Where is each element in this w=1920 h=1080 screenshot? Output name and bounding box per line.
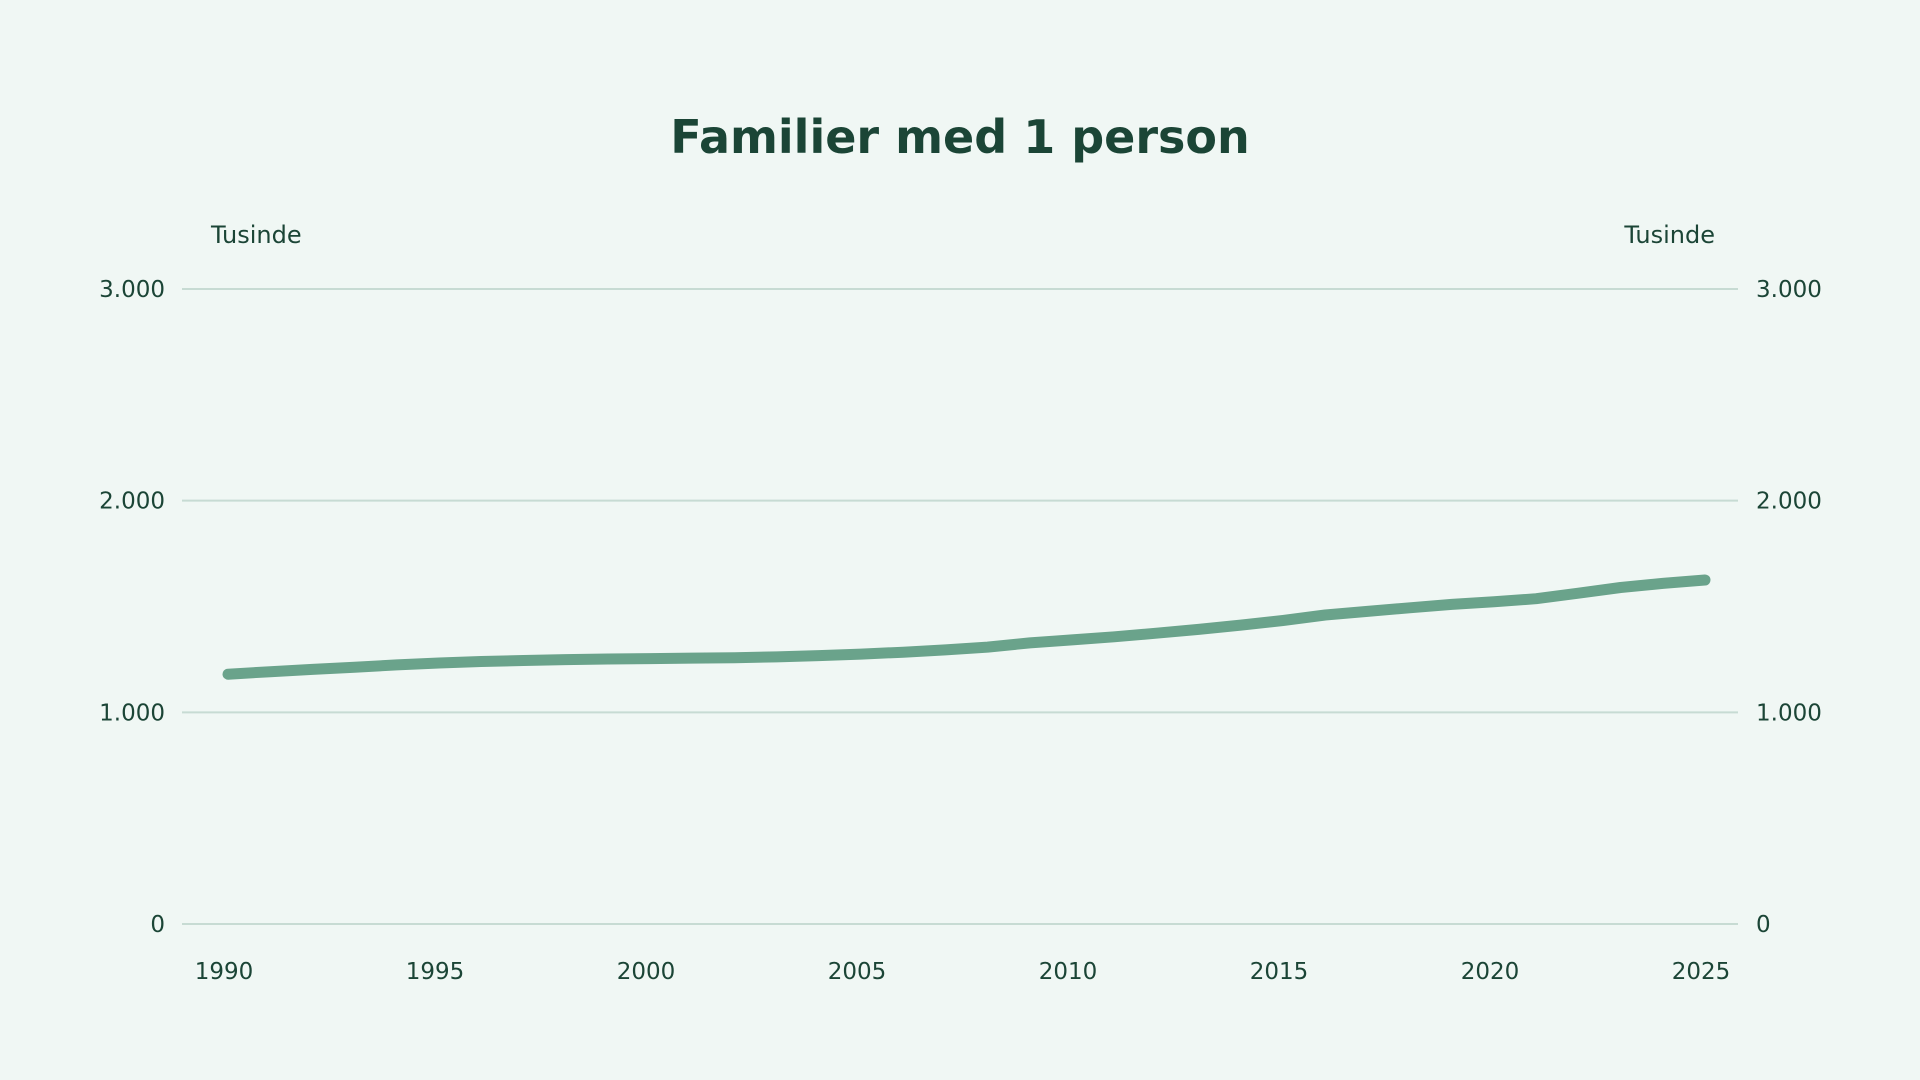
y-tick-label-right: 2.000 xyxy=(1756,489,1822,515)
gridlines xyxy=(182,288,1738,925)
x-axis: 1990 1995 2000 2005 2010 2015 2020 2025 xyxy=(195,959,1731,985)
y-tick-label-left: 2.000 xyxy=(99,489,165,515)
y-axis-right: 0 1.000 2.000 3.000 xyxy=(1756,277,1822,938)
y-tick-label-right: 1.000 xyxy=(1756,700,1822,726)
y-tick-label-right: 0 xyxy=(1756,912,1771,938)
x-tick-label: 2005 xyxy=(828,959,887,985)
series-line xyxy=(222,574,1711,680)
y-axis-unit-left: Tusinde xyxy=(210,221,302,249)
x-tick-label: 2025 xyxy=(1672,959,1731,985)
chart-title: Familier med 1 person xyxy=(670,110,1250,164)
x-tick-label: 2020 xyxy=(1461,959,1520,985)
x-tick-label: 1995 xyxy=(406,959,465,985)
series xyxy=(222,574,1711,680)
y-tick-label-left: 0 xyxy=(150,912,165,938)
x-tick-label: 1990 xyxy=(195,959,254,985)
y-tick-label-left: 3.000 xyxy=(99,277,165,303)
y-tick-label-left: 1.000 xyxy=(99,700,165,726)
x-tick-label: 2010 xyxy=(1039,959,1098,985)
y-axis-unit-right: Tusinde xyxy=(1623,221,1715,249)
x-tick-label: 2000 xyxy=(617,959,676,985)
y-axis-left: 0 1.000 2.000 3.000 xyxy=(99,277,165,938)
y-tick-label-right: 3.000 xyxy=(1756,277,1822,303)
x-tick-label: 2015 xyxy=(1250,959,1309,985)
